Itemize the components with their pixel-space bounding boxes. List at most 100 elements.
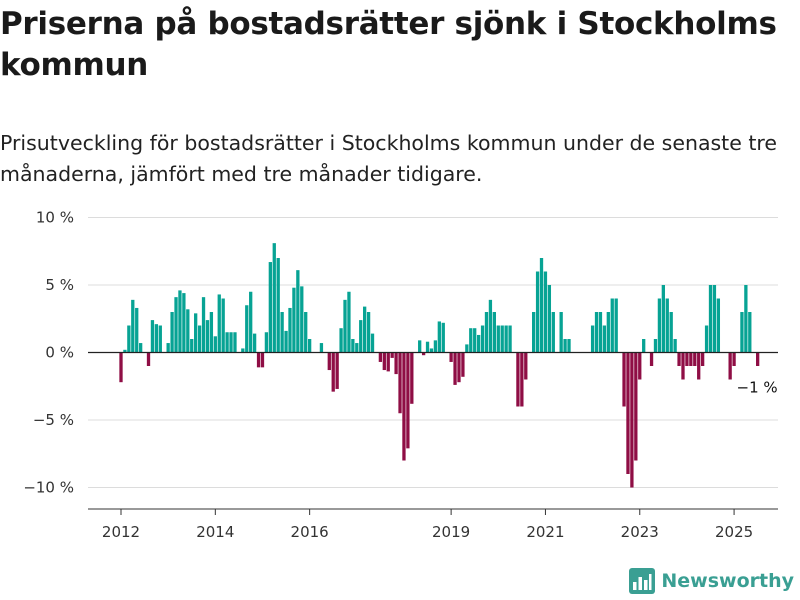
chart-subtitle: Prisutveckling för bostadsrätter i Stock…	[0, 131, 777, 186]
bar	[551, 312, 555, 353]
chart-title: Priserna på bostadsrätter sjönk i Stockh…	[0, 6, 777, 83]
bar	[559, 312, 563, 353]
bar	[347, 291, 351, 353]
bar	[539, 258, 544, 353]
bar	[516, 352, 520, 407]
bar	[469, 328, 473, 353]
bar	[457, 352, 461, 383]
bar	[524, 352, 528, 380]
bar	[496, 325, 500, 353]
bar	[272, 243, 276, 353]
bar	[626, 352, 630, 474]
bar	[264, 332, 269, 353]
bar	[598, 312, 603, 353]
bar	[622, 352, 626, 407]
bar	[634, 352, 638, 461]
x-axis-labels: 2012 2014 2016 2019 2021 2023 2025	[102, 509, 753, 541]
bar	[461, 352, 465, 377]
bar	[504, 325, 508, 353]
bar	[610, 298, 614, 353]
bar	[229, 332, 233, 353]
bar	[304, 312, 308, 353]
x-tick-label: 2014	[196, 523, 234, 541]
y-tick-label: 0 %	[45, 344, 74, 362]
x-tick-label: 2012	[102, 523, 140, 541]
bar	[693, 352, 697, 366]
bar	[590, 325, 595, 353]
bar	[213, 336, 217, 353]
bar	[630, 352, 634, 488]
bar	[292, 287, 296, 353]
y-axis-labels: 10 % 5 % 0 % −5 % −10 %	[23, 209, 74, 497]
bar	[520, 352, 524, 407]
bar	[681, 352, 685, 380]
bar	[638, 352, 642, 380]
bar	[288, 307, 292, 353]
y-tick-label: 10 %	[36, 209, 74, 227]
bar	[296, 270, 300, 353]
bar-chart-logo-icon	[629, 568, 656, 594]
bar	[602, 325, 607, 353]
last-value-label: −1 %	[737, 379, 778, 397]
bar	[437, 321, 441, 353]
newsworthy-logo: Newsworthy	[629, 568, 794, 594]
bar	[535, 271, 540, 353]
bar	[547, 285, 552, 353]
bar	[398, 352, 402, 414]
bar	[359, 320, 363, 353]
bar	[410, 352, 414, 404]
bar	[740, 312, 744, 353]
bar	[249, 291, 253, 353]
bar	[150, 320, 155, 353]
bar	[488, 299, 493, 353]
bar	[245, 305, 249, 353]
bar	[425, 341, 430, 353]
bar	[406, 352, 410, 449]
bar	[284, 330, 288, 353]
bar	[712, 285, 717, 353]
bar	[685, 352, 689, 366]
bar	[174, 297, 178, 353]
bar	[665, 298, 669, 353]
bar	[276, 258, 280, 353]
x-tick-label: 2023	[621, 523, 659, 541]
bar	[119, 352, 123, 383]
bar	[563, 339, 567, 353]
bar	[421, 352, 426, 356]
bars	[119, 243, 760, 488]
bar	[508, 325, 512, 353]
bar	[123, 349, 127, 353]
bar	[649, 352, 654, 366]
y-tick-label: −10 %	[23, 479, 74, 497]
bar	[700, 352, 705, 366]
bar	[704, 325, 709, 353]
bar	[131, 299, 135, 353]
bar	[260, 352, 265, 368]
bar	[492, 312, 496, 353]
bar	[441, 322, 445, 353]
bar	[543, 271, 548, 353]
bar	[390, 352, 394, 358]
bar	[154, 324, 159, 353]
bar	[190, 339, 194, 353]
bar	[689, 352, 693, 366]
bar	[233, 332, 237, 353]
bar	[166, 343, 170, 353]
bar	[653, 339, 658, 353]
bar	[657, 298, 662, 353]
x-tick-label: 2019	[432, 523, 470, 541]
bar	[252, 333, 257, 353]
bar	[300, 286, 304, 353]
x-tick-label: 2021	[526, 523, 564, 541]
bar	[594, 312, 599, 353]
bar	[355, 343, 359, 353]
bar	[139, 343, 143, 353]
bar	[370, 333, 375, 353]
y-tick-label: −5 %	[33, 411, 74, 429]
bar	[186, 309, 190, 353]
bar	[221, 298, 225, 353]
bar	[567, 339, 571, 353]
bar	[339, 328, 343, 353]
bar	[449, 352, 453, 362]
y-tick-label: 5 %	[45, 276, 74, 294]
